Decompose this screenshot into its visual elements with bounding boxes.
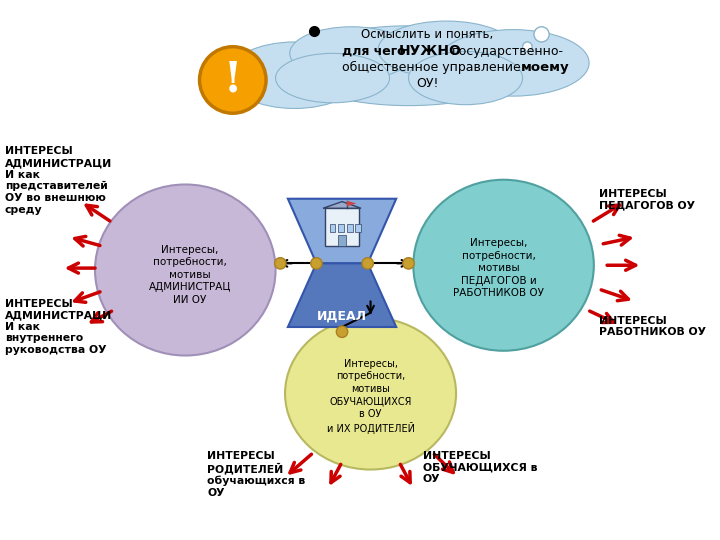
Polygon shape xyxy=(347,201,356,206)
Polygon shape xyxy=(288,199,396,264)
Ellipse shape xyxy=(228,42,361,109)
Ellipse shape xyxy=(378,21,515,78)
Ellipse shape xyxy=(95,185,276,355)
Bar xyxy=(325,208,359,246)
Ellipse shape xyxy=(408,51,523,105)
Text: ИНТЕРЕСЫ
АДМИНИСТРАЦИ
И как
внутреннего
руководства ОУ: ИНТЕРЕСЫ АДМИНИСТРАЦИ И как внутреннего … xyxy=(5,299,112,355)
Text: !: ! xyxy=(224,59,242,101)
Text: ИНТЕРЕСЫ
РОДИТЕЛЕЙ
обучающихся в
ОУ: ИНТЕРЕСЫ РОДИТЕЛЕЙ обучающихся в ОУ xyxy=(207,450,305,498)
Ellipse shape xyxy=(413,180,594,351)
Text: Интересы,
потребности,
мотивы
ПЕДАГОГОВ и
РАБОТНИКОВ ОУ: Интересы, потребности, мотивы ПЕДАГОГОВ … xyxy=(454,238,544,298)
Text: для чего: для чего xyxy=(342,45,410,58)
Text: государственно-: государственно- xyxy=(448,45,562,58)
Bar xyxy=(330,225,336,232)
Text: ИДЕАЛ: ИДЕАЛ xyxy=(317,309,367,322)
Ellipse shape xyxy=(437,30,589,96)
Circle shape xyxy=(336,326,348,338)
Bar xyxy=(338,225,344,232)
Circle shape xyxy=(523,42,532,51)
Circle shape xyxy=(311,258,322,269)
Text: общественное управление: общественное управление xyxy=(342,61,525,74)
Text: Осмыслить и понять,: Осмыслить и понять, xyxy=(361,28,494,41)
Text: ИНТЕРЕСЫ
РАБОТНИКОВ ОУ: ИНТЕРЕСЫ РАБОТНИКОВ ОУ xyxy=(598,315,706,337)
Circle shape xyxy=(274,258,286,269)
Ellipse shape xyxy=(285,318,456,469)
Text: ОУ!: ОУ! xyxy=(416,77,438,90)
Text: моему: моему xyxy=(521,61,570,74)
Bar xyxy=(356,225,361,232)
Ellipse shape xyxy=(289,26,527,106)
Text: ИНТЕРЕСЫ
ПЕДАГОГОВ ОУ: ИНТЕРЕСЫ ПЕДАГОГОВ ОУ xyxy=(598,189,695,211)
Polygon shape xyxy=(288,264,396,327)
Ellipse shape xyxy=(289,27,413,80)
Polygon shape xyxy=(323,201,361,208)
Bar xyxy=(347,225,353,232)
Text: НУЖНО: НУЖНО xyxy=(399,44,462,58)
Text: ИНТЕРЕСЫ
ОБУЧАЮЩИХСЯ в
ОУ: ИНТЕРЕСЫ ОБУЧАЮЩИХСЯ в ОУ xyxy=(423,450,537,484)
Circle shape xyxy=(534,27,549,42)
Ellipse shape xyxy=(276,53,390,103)
Text: Интересы,
потребности,
мотивы
ОБУЧАЮЩИХСЯ
в ОУ
и ИХ РОДИТЕЛЕЙ: Интересы, потребности, мотивы ОБУЧАЮЩИХС… xyxy=(327,359,415,434)
Circle shape xyxy=(199,47,266,113)
Text: Интересы,
потребности,
мотивы
АДМИНИСТРАЦ
ИИ ОУ: Интересы, потребности, мотивы АДМИНИСТРА… xyxy=(149,245,231,305)
Circle shape xyxy=(362,258,374,269)
Bar xyxy=(338,235,346,246)
Text: ИНТЕРЕСЫ
АДМИНИСТРАЦИ
И как
представителей
ОУ во внешнюю
среду: ИНТЕРЕСЫ АДМИНИСТРАЦИ И как представител… xyxy=(5,146,112,214)
Circle shape xyxy=(403,258,414,269)
